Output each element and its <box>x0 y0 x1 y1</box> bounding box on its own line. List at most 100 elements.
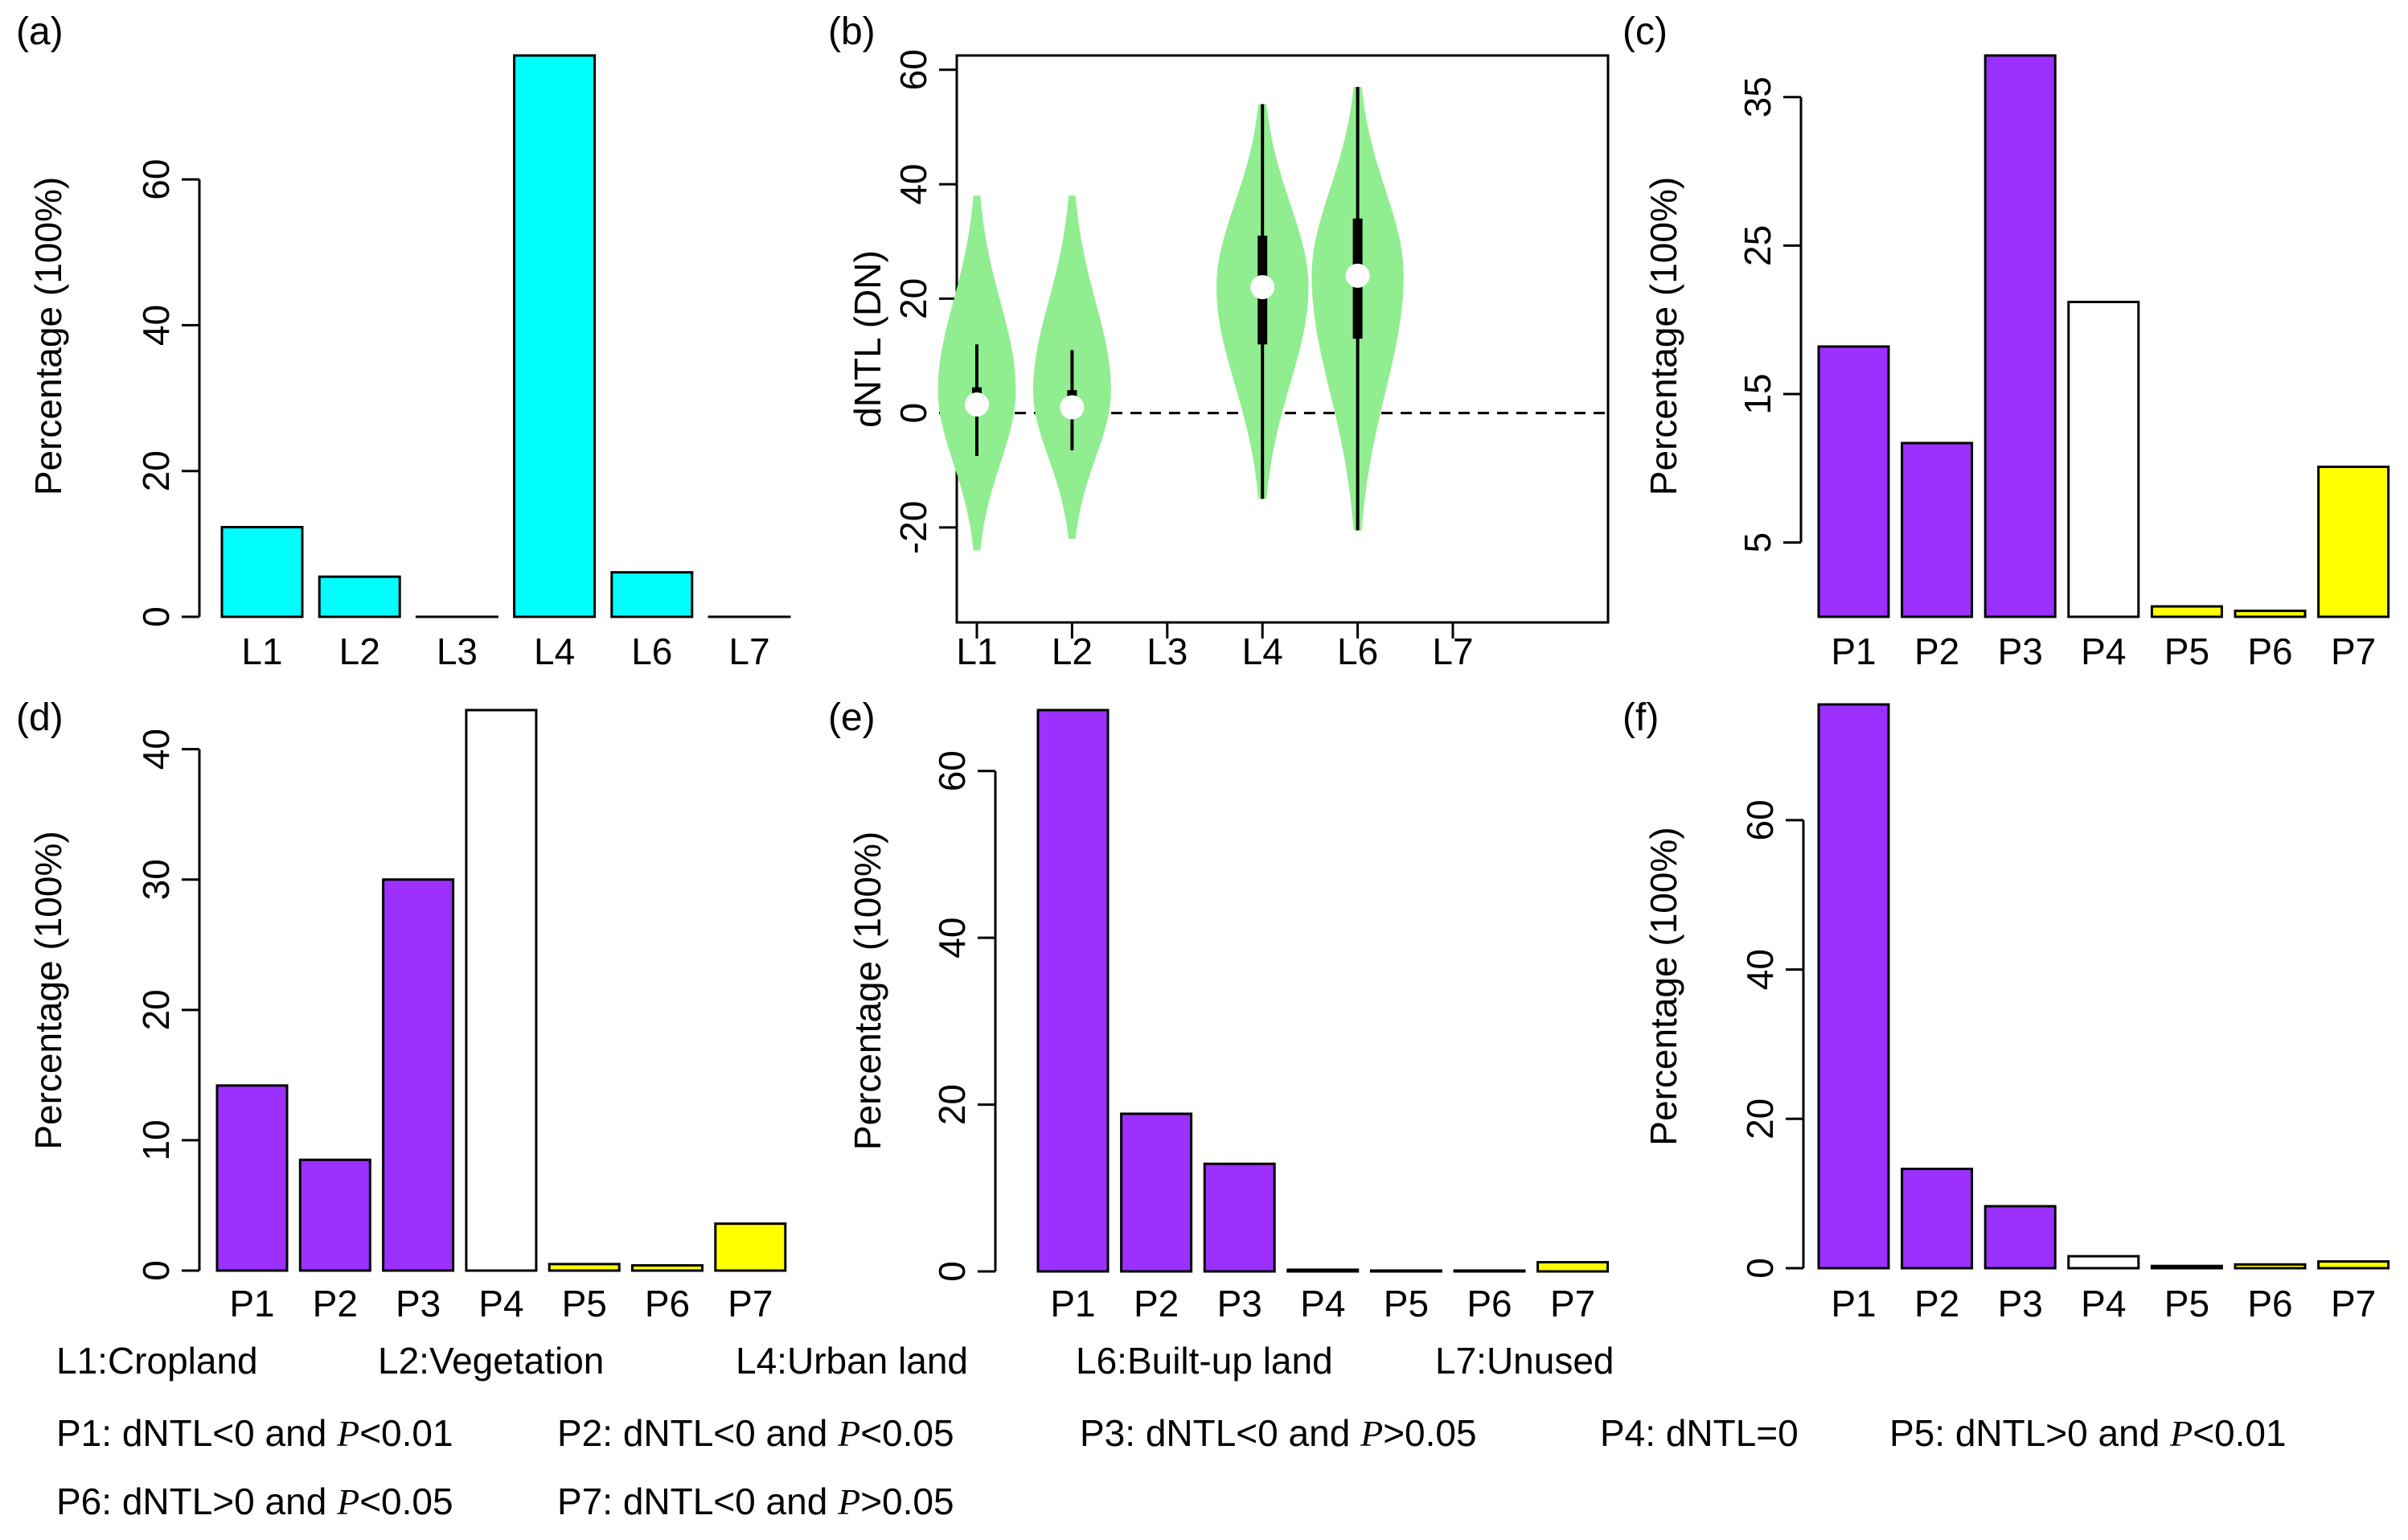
bar-e-P2 <box>1120 1112 1193 1273</box>
x-tick-label-f-P5: P5 <box>2164 1283 2209 1319</box>
x-tick-label-d-P7: P7 <box>728 1283 773 1319</box>
legend-p7: P7: dNTL<0 and P>0.05 <box>557 1480 954 1523</box>
legend-p2-pre: P2: dNTL<0 and <box>557 1412 839 1454</box>
bar-d-P6 <box>631 1264 704 1272</box>
x-tick-label-a-L6: L6 <box>631 630 672 672</box>
bar-c-P7 <box>2317 465 2390 618</box>
y-tick-label-a-0: 0 <box>135 606 177 627</box>
legend-p6: P6: dNTL>0 and P<0.05 <box>56 1480 453 1523</box>
y-tick-label-c-1: 15 <box>1737 373 1778 414</box>
y-axis-title-e: Percentage (100%) <box>847 832 888 1150</box>
legend-p3-post: >0.05 <box>1383 1412 1477 1454</box>
x-tick-label-e-P1: P1 <box>1050 1283 1095 1319</box>
legend-p1-p: P <box>337 1413 360 1454</box>
legend-l7: L7:Unused <box>1435 1340 1614 1382</box>
x-tick-label-f-P7: P7 <box>2331 1283 2376 1319</box>
x-tick-label-a-L2: L2 <box>339 630 380 672</box>
y-tick-label-c-2: 25 <box>1737 225 1778 266</box>
y-tick-label-d-4: 40 <box>135 729 177 770</box>
x-tick-label-b-L1: L1 <box>956 630 997 672</box>
bar-a-L1 <box>220 526 304 618</box>
legend-l4: L4:Urban land <box>736 1340 968 1382</box>
panel-label-b: (b) <box>828 10 876 53</box>
x-tick-label-e-P6: P6 <box>1467 1283 1512 1319</box>
x-tick-label-a-L3: L3 <box>437 630 478 672</box>
y-tick-label-a-1: 20 <box>135 450 177 491</box>
x-tick-label-c-P1: P1 <box>1831 630 1876 672</box>
bar-f-P4 <box>2067 1255 2140 1270</box>
bar-c-P1 <box>1817 345 1890 618</box>
x-tick-label-e-P7: P7 <box>1550 1283 1595 1319</box>
x-tick-label-d-P6: P6 <box>645 1283 690 1319</box>
bar-e-P1 <box>1036 708 1110 1273</box>
bar-f-P2 <box>1901 1168 1974 1270</box>
panel-label-c: (c) <box>1622 10 1668 53</box>
y-tick-label-f-2: 40 <box>1739 949 1781 990</box>
legend-pvalue-row2: P6: dNTL>0 and P<0.05 P7: dNTL<0 and P>0… <box>0 1480 2408 1528</box>
x-tick-label-b-L7: L7 <box>1432 630 1473 672</box>
panel-label-d: (d) <box>16 696 64 739</box>
y-tick-label-c-3: 35 <box>1737 76 1778 117</box>
x-tick-label-f-P3: P3 <box>1998 1283 2043 1319</box>
legend-pvalue-row1: P1: dNTL<0 and P<0.01 P2: dNTL<0 and P<0… <box>0 1411 2408 1460</box>
bar-a-L6 <box>610 571 694 618</box>
violin-median-L6 <box>1345 263 1370 288</box>
y-axis-title-d: Percentage (100%) <box>27 831 69 1149</box>
y-tick-label-f-3: 60 <box>1739 799 1781 840</box>
legend-p5-p: P <box>2170 1413 2193 1454</box>
legend-p3-p: P <box>1360 1413 1384 1454</box>
legend-p6-p: P <box>337 1481 360 1522</box>
bar-d-P4 <box>465 708 538 1272</box>
x-tick-label-f-P4: P4 <box>2081 1283 2126 1319</box>
legend-p6-post: <0.05 <box>359 1480 453 1522</box>
x-tick-label-a-L4: L4 <box>534 630 575 672</box>
legend-landuse: L1:Cropland L2:Vegetation L4:Urban land … <box>0 1339 2408 1387</box>
x-tick-label-e-P3: P3 <box>1217 1283 1262 1319</box>
x-tick-label-c-P6: P6 <box>2247 630 2292 672</box>
y-axis-title-f: Percentage (100%) <box>1643 827 1684 1145</box>
legend-p2: P2: dNTL<0 and P<0.05 <box>557 1411 954 1455</box>
bar-a-L2 <box>318 575 401 618</box>
x-tick-label-d-P3: P3 <box>396 1283 441 1319</box>
y-tick-label-b-3: 40 <box>892 163 934 204</box>
bar-f-P3 <box>1983 1205 2057 1270</box>
legend-p7-pre: P7: dNTL<0 and <box>557 1480 839 1522</box>
x-tick-label-e-P4: P4 <box>1300 1283 1345 1319</box>
legend-p7-p: P <box>838 1481 861 1522</box>
y-tick-label-c-0: 5 <box>1737 532 1778 553</box>
legend-p5-pre: P5: dNTL>0 and <box>1889 1412 2171 1454</box>
legend-l2: L2:Vegetation <box>378 1340 605 1382</box>
y-tick-label-b-1: 0 <box>892 403 934 424</box>
panel-label-a: (a) <box>16 10 64 53</box>
bar-c-P6 <box>2234 610 2307 618</box>
bar-c-P4 <box>2067 301 2140 618</box>
y-axis-title-c: Percentage (100%) <box>1643 177 1684 495</box>
legend-p4: P4: dNTL=0 <box>1600 1411 1799 1455</box>
legend-p3: P3: dNTL<0 and P>0.05 <box>1080 1411 1477 1455</box>
y-axis-title-a: Percentage (100%) <box>27 177 69 495</box>
legend-p1-post: <0.01 <box>359 1412 453 1454</box>
y-tick-label-f-0: 0 <box>1739 1258 1781 1279</box>
figure-panels: (a) 0 20 40 60 Percentage (100%) L1 L2 L3 L4 L6 L7 (… <box>16 10 2390 1319</box>
x-tick-label-c-P2: P2 <box>1914 630 1959 672</box>
bar-d-P5 <box>548 1263 621 1272</box>
violin-median-L1 <box>965 392 989 417</box>
bar-c-P3 <box>1983 54 2057 618</box>
x-tick-label-c-P4: P4 <box>2081 630 2126 672</box>
bar-d-P2 <box>298 1158 371 1272</box>
y-tick-label-b-2: 20 <box>892 278 934 319</box>
bar-c-P2 <box>1901 441 1974 618</box>
bar-d-P3 <box>382 878 455 1272</box>
y-tick-label-d-1: 10 <box>135 1119 177 1160</box>
y-tick-label-d-2: 20 <box>135 989 177 1030</box>
panel-label-e: (e) <box>828 696 876 739</box>
x-tick-label-d-P5: P5 <box>562 1283 607 1319</box>
x-tick-label-f-P1: P1 <box>1831 1283 1876 1319</box>
legend-p6-pre: P6: dNTL>0 and <box>56 1480 338 1522</box>
x-tick-label-f-P2: P2 <box>1914 1283 1959 1319</box>
legend-l1: L1:Cropland <box>56 1340 258 1382</box>
bar-a-L4 <box>513 54 597 618</box>
panel-label-f: (f) <box>1622 696 1659 739</box>
y-tick-label-b-4: 60 <box>892 49 934 90</box>
legend-l6: L6:Built-up land <box>1076 1340 1333 1382</box>
